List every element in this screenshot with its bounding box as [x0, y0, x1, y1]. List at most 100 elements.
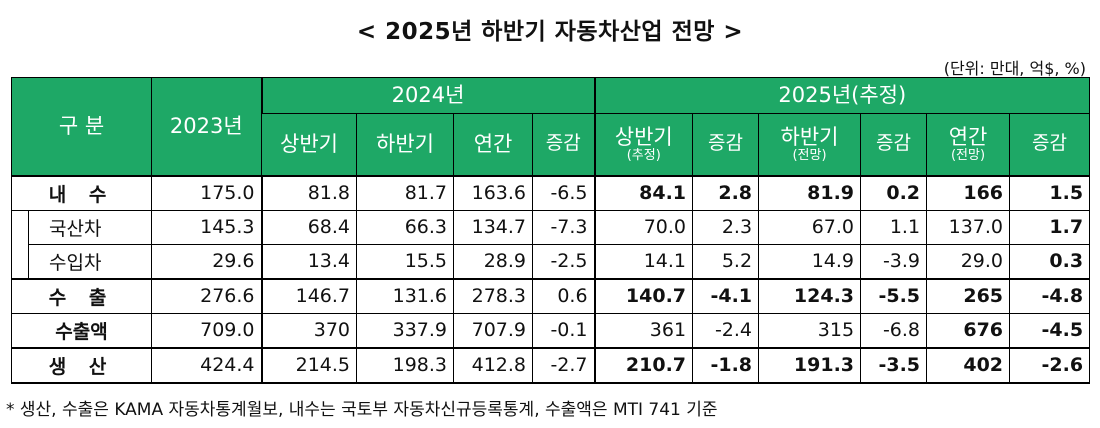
cell: 175.0 [151, 174, 263, 211]
cell: 0.6 [532, 277, 596, 314]
cell: -2.5 [532, 243, 596, 279]
cell: 14.9 [758, 243, 862, 279]
cell: -4.8 [1009, 277, 1091, 314]
cell: -4.5 [1009, 312, 1091, 348]
header-2023: 2023년 [151, 77, 263, 176]
cell: 140.7 [593, 277, 694, 314]
header-2025-annual-change: 증감 [1009, 113, 1091, 176]
cell: 134.7 [453, 209, 534, 245]
cell: -2.4 [692, 312, 760, 348]
header-2025-h2: 하반기 (전망) [758, 113, 862, 176]
row-label: 수입차 [27, 243, 153, 279]
cell: 278.3 [453, 277, 534, 314]
header-2025-h2-sub: (전망) [792, 147, 827, 163]
cell: -1.8 [692, 346, 760, 384]
page-title: < 2025년 하반기 자동차산업 전망 > [356, 19, 744, 45]
row-label: 생 산 [10, 346, 153, 384]
table-row: 국산차 145.3 68.4 66.3 134.7 -7.3 70.0 2.3 … [11, 209, 1091, 245]
cell: 15.5 [356, 243, 455, 279]
cell: 70.0 [593, 209, 694, 245]
header-category: 구 분 [10, 77, 153, 176]
cell: 191.3 [758, 346, 862, 384]
cell: 276.6 [151, 277, 263, 314]
header-2025-h1-label: 상반기 [614, 124, 673, 149]
table-row: 수입차 29.6 13.4 15.5 28.9 -2.5 14.1 5.2 14… [11, 243, 1091, 279]
cell: 1.1 [860, 209, 928, 245]
header-2025-h1: 상반기 (추정) [593, 113, 694, 176]
row-label: 내 수 [10, 174, 153, 211]
cell: 68.4 [260, 209, 358, 245]
cell: 0.2 [860, 174, 928, 211]
header-2025-h2-change: 증감 [860, 113, 928, 176]
cell: 166 [926, 174, 1011, 211]
cell: -6.8 [860, 312, 928, 348]
cell: 709.0 [151, 312, 263, 348]
cell: 2.8 [692, 174, 760, 211]
cell: 315 [758, 312, 862, 348]
cell: -3.9 [860, 243, 928, 279]
indent-cell [11, 244, 29, 279]
cell: 361 [593, 312, 694, 348]
cell: 5.2 [692, 243, 760, 279]
header-2024-h1: 상반기 [261, 113, 358, 176]
header-2025-h1-change: 증감 [692, 113, 760, 176]
header-2025-annual-sub: (전망) [950, 147, 986, 163]
cell: 214.5 [260, 346, 358, 384]
forecast-table: 구 분 2023년 2024년 2025년(추정) 상반기 하반기 연간 증감 … [10, 77, 1091, 384]
cell: 0.3 [1009, 243, 1091, 279]
cell: 81.7 [356, 174, 455, 211]
cell: 13.4 [260, 243, 358, 279]
table-row: 수 출 276.6 146.7 131.6 278.3 0.6 140.7 -4… [10, 277, 1091, 314]
cell: 210.7 [593, 346, 694, 384]
cell: 402 [926, 346, 1011, 384]
header-2025: 2025년(추정) [593, 77, 1091, 114]
cell: 424.4 [151, 346, 263, 384]
cell: 412.8 [453, 346, 534, 384]
cell: 81.9 [758, 174, 862, 211]
cell: 676 [926, 312, 1011, 348]
cell: 1.5 [1009, 174, 1091, 211]
cell: 137.0 [926, 209, 1011, 245]
header-2024: 2024년 [260, 77, 596, 114]
cell: -5.5 [860, 277, 928, 314]
cell: 265 [926, 277, 1011, 314]
cell: 337.9 [356, 312, 455, 348]
row-label: 국산차 [27, 209, 153, 245]
cell: 28.9 [453, 243, 534, 279]
cell: -0.1 [532, 312, 596, 348]
cell: 124.3 [758, 277, 862, 314]
header-2024-h2: 하반기 [356, 113, 455, 176]
source-note: * 생산, 수출은 KAMA 자동차통계월보, 내수는 국토부 자동차신규등록통… [6, 400, 718, 420]
cell: -2.7 [532, 346, 596, 384]
cell: 146.7 [260, 277, 358, 314]
row-label: 수출액 [10, 312, 153, 348]
cell: 370 [260, 312, 358, 348]
cell: 198.3 [356, 346, 455, 384]
table-row: 생 산 424.4 214.5 198.3 412.8 -2.7 210.7 -… [10, 346, 1091, 384]
cell: 29.6 [151, 243, 263, 279]
cell: 66.3 [356, 209, 455, 245]
cell: 707.9 [453, 312, 534, 348]
cell: 1.7 [1009, 209, 1091, 245]
cell: 29.0 [926, 243, 1011, 279]
cell: -3.5 [860, 346, 928, 384]
table-row: 수출액 709.0 370 337.9 707.9 -0.1 361 -2.4 … [10, 312, 1091, 348]
cell: -6.5 [532, 174, 596, 211]
header-2024-change: 증감 [532, 113, 596, 176]
cell: 81.8 [260, 174, 358, 211]
cell: 131.6 [356, 277, 455, 314]
cell: 14.1 [593, 243, 694, 279]
table-row: 내 수 175.0 81.8 81.7 163.6 -6.5 84.1 2.8 … [10, 174, 1091, 211]
cell: -7.3 [532, 209, 596, 245]
indent-cell [11, 210, 29, 244]
header-2025-h1-sub: (추정) [626, 147, 661, 163]
cell: 67.0 [758, 209, 862, 245]
cell: 2.3 [692, 209, 760, 245]
cell: -2.6 [1009, 346, 1091, 384]
header-2025-annual-label: 연간 [948, 124, 988, 149]
header-2025-h2-label: 하반기 [780, 124, 839, 149]
header-2025-annual: 연간 (전망) [926, 113, 1011, 176]
cell: 145.3 [151, 209, 263, 245]
row-label: 수 출 [10, 277, 153, 314]
cell: 163.6 [453, 174, 534, 211]
